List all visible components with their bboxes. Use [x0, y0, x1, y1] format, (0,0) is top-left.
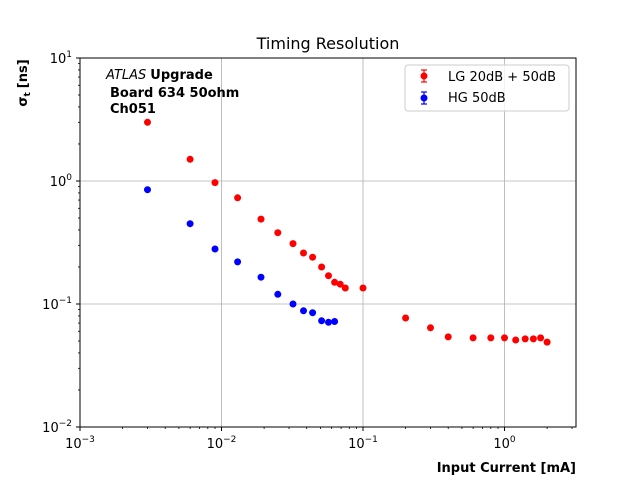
chart-title: Timing Resolution — [256, 34, 400, 53]
hg-point-8 — [309, 309, 317, 317]
legend-box — [404, 64, 570, 112]
lg-point-14 — [359, 284, 367, 292]
legend: LG 20dB + 50dB HG 50dB — [404, 64, 570, 112]
lg-point-7 — [300, 249, 307, 257]
lg-point-19 — [487, 334, 495, 342]
hg-point-6 — [289, 300, 297, 308]
legend-entry-hg: HG 50dB — [420, 91, 506, 106]
lg-point-11 — [331, 278, 339, 286]
data-points — [144, 118, 551, 346]
hg-point-1 — [186, 220, 194, 228]
lg-point-12 — [336, 280, 344, 288]
lg-point-15 — [402, 314, 410, 322]
x-tick-label: 10−3 — [65, 435, 95, 452]
lg-point-17 — [444, 333, 452, 341]
y-tick-label: 10−2 — [42, 419, 72, 436]
y-tick-base: 10 — [42, 421, 59, 436]
legend-marker-lg — [420, 72, 428, 80]
y-tick-label: 100 — [50, 173, 73, 190]
hg-point-7 — [300, 307, 307, 315]
x-tick-exponent: −1 — [365, 435, 378, 445]
y-tick-label: 10−1 — [42, 296, 72, 313]
hg-point-2 — [211, 245, 219, 253]
lg-point-5 — [274, 229, 282, 237]
y-tick-base: 10 — [50, 175, 67, 190]
hg-point-10 — [325, 318, 332, 326]
x-tick-base: 10 — [65, 437, 82, 452]
y-tick-base: 10 — [42, 298, 59, 313]
hg-point-5 — [274, 290, 282, 298]
y-tick-label: 101 — [50, 50, 72, 67]
y-axis-label-symbol: σ — [16, 97, 31, 107]
y-axis-label-subscript: t — [23, 92, 33, 97]
lg-point-0 — [144, 118, 151, 126]
y-tick-exponent: −1 — [59, 296, 72, 306]
x-tick-base: 10 — [493, 437, 510, 452]
annotation-line2: Board 634 50ohm — [110, 86, 239, 101]
lg-point-18 — [469, 334, 477, 342]
lg-point-21 — [512, 336, 520, 344]
annotation-block: ATLAS Upgrade Board 634 50ohm Ch051 — [105, 68, 239, 117]
y-tick-exponent: 1 — [66, 50, 72, 60]
hg-point-3 — [234, 258, 242, 266]
y-axis-label: σt [ns] — [16, 59, 33, 106]
lg-point-9 — [318, 263, 326, 271]
legend-marker-hg — [420, 94, 428, 102]
y-tick-base: 10 — [50, 52, 67, 67]
annotation-line1: ATLAS Upgrade — [105, 68, 213, 83]
lg-point-24 — [537, 334, 545, 342]
hg-point-11 — [331, 318, 339, 325]
annotation-line3: Ch051 — [110, 102, 156, 117]
lg-point-23 — [529, 335, 537, 343]
x-tick-exponent: 0 — [510, 435, 516, 445]
lg-point-1 — [186, 155, 194, 163]
x-tick-base: 10 — [348, 437, 365, 452]
lg-point-16 — [427, 324, 434, 332]
x-tick-exponent: −3 — [82, 435, 95, 445]
lg-point-25 — [543, 338, 551, 346]
lg-point-3 — [234, 194, 242, 202]
annotation-atlas: ATLAS — [105, 68, 146, 83]
hg-point-4 — [257, 273, 265, 281]
legend-label-hg: HG 50dB — [448, 91, 506, 106]
lg-point-10 — [325, 272, 332, 280]
plot-frame — [79, 57, 577, 428]
x-tick-label: 100 — [493, 435, 516, 452]
lg-point-8 — [309, 253, 317, 261]
y-tick-exponent: −2 — [59, 419, 72, 429]
lg-point-13 — [341, 284, 349, 292]
hg-point-0 — [144, 186, 151, 194]
lg-point-4 — [257, 215, 265, 223]
x-tick-exponent: −2 — [223, 435, 236, 445]
x-tick-label: 10−2 — [207, 435, 237, 452]
x-tick-base: 10 — [207, 437, 224, 452]
legend-entry-lg: LG 20dB + 50dB — [420, 69, 556, 85]
x-tick-label: 10−1 — [348, 435, 378, 452]
lg-point-20 — [501, 334, 508, 342]
x-axis-ticks: 10−3 10−2 10−1 100 — [65, 427, 573, 452]
lg-point-22 — [521, 335, 529, 343]
hg-point-9 — [318, 317, 326, 325]
y-axis-label-unit: [ns] — [16, 59, 31, 88]
lg-point-2 — [211, 179, 219, 187]
x-axis-label: Input Current [mA] — [437, 461, 576, 476]
legend-label-lg: LG 20dB + 50dB — [448, 70, 556, 85]
lg-point-6 — [289, 240, 297, 248]
y-tick-exponent: 0 — [66, 173, 72, 183]
annotation-upgrade: Upgrade — [150, 68, 213, 83]
